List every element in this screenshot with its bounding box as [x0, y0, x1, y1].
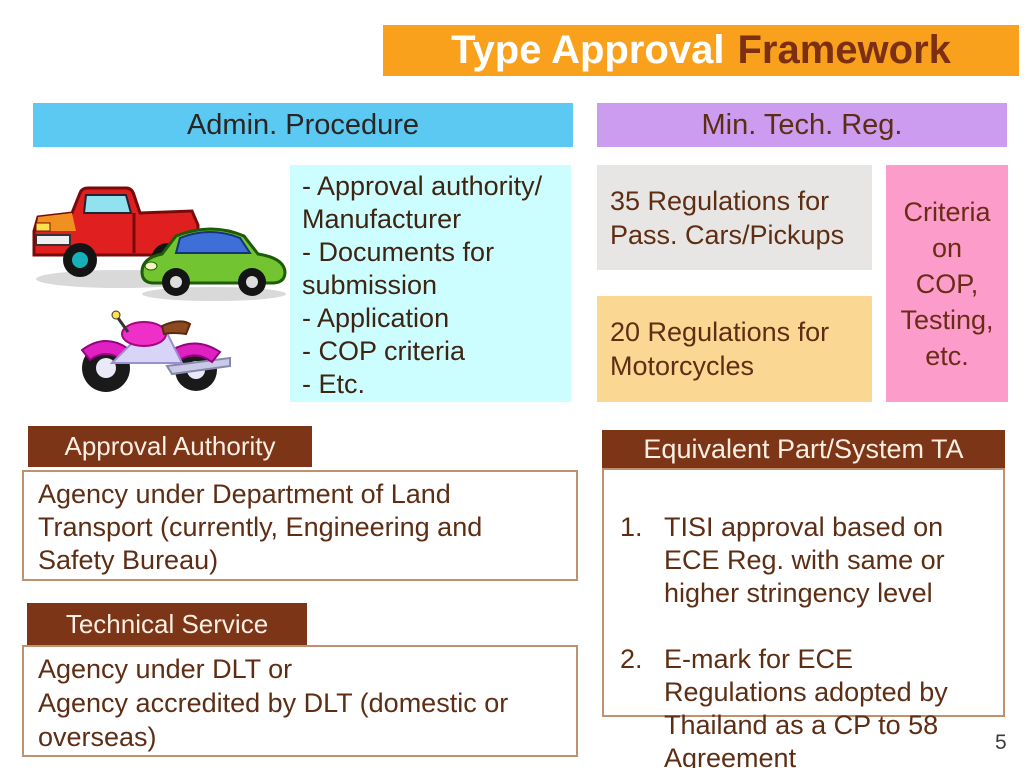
motorcycle-image [80, 310, 231, 392]
page-number: 5 [995, 731, 1007, 754]
pickup-truck-image [32, 186, 204, 288]
approval-authority-tag: Approval Authority [28, 426, 312, 467]
list-item-number: 1. [620, 512, 643, 542]
slide-title-accent: Framework [737, 28, 951, 72]
technical-service-tag: Technical Service [27, 603, 307, 645]
list-item-text: TISI approval based on ECE Reg. with sam… [664, 512, 945, 608]
criteria-box: Criteria on COP, Testing, etc. [886, 165, 1008, 402]
approval-authority-body: Agency under Department of Land Transpor… [22, 470, 578, 581]
equivalent-ta-body: 1. TISI approval based on ECE Reg. with … [602, 468, 1005, 768]
regulations-cars-box: 35 Regulations for Pass. Cars/Pickups [597, 165, 872, 270]
sports-car-image [140, 227, 287, 301]
list-item: 2. E-mark for ECE Regulations adopted by… [612, 643, 995, 768]
admin-details-box: - Approval authority/ Manufacturer - Doc… [290, 165, 571, 402]
list-item-text: E-mark for ECE Regulations adopted by Th… [664, 644, 948, 768]
regulations-motorcycles-box: 20 Regulations for Motorcycles [597, 296, 872, 402]
min-tech-reg-header: Min. Tech. Reg. [597, 103, 1007, 147]
list-item-number: 2. [620, 644, 643, 674]
slide-title-main: Type Approval [451, 28, 725, 72]
equivalent-ta-tag: Equivalent Part/System TA [602, 430, 1005, 468]
technical-service-body: Agency under DLT or Agency accredited by… [22, 645, 578, 757]
slide-title-bar: Type Approval Framework [383, 25, 1019, 76]
admin-procedure-header: Admin. Procedure [33, 103, 573, 147]
list-item: 1. TISI approval based on ECE Reg. with … [612, 511, 995, 610]
